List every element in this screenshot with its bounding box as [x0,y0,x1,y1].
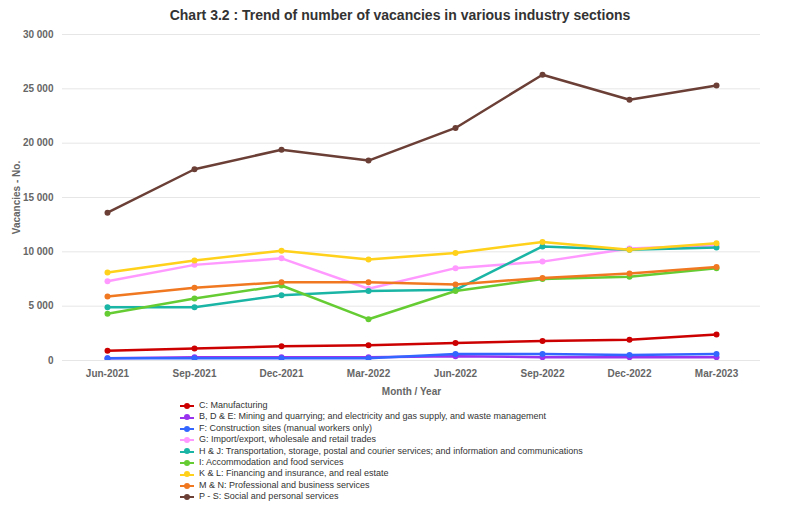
svg-text:5 000: 5 000 [28,300,53,311]
html-text:P - S: Social and personal ser: P - S: Social and personal services [199,491,339,502]
html-text:C: Manufacturing: C: Manufacturing [199,400,268,410]
svg-text:0: 0 [48,355,54,366]
svg-text:Jun-2021: Jun-2021 [86,368,130,379]
svg-text:30 000: 30 000 [23,29,54,40]
svg-text:Dec-2022: Dec-2022 [608,368,652,379]
html-text:M & N: Professional and busine: M & N: Professional and business service… [199,479,370,490]
svg-text:Vacancies - No.: Vacancies - No. [11,161,22,235]
svg-text:10 000: 10 000 [23,246,54,257]
html-text:I: Accommodation and food serv: I: Accommodation and food services [199,457,344,467]
svg-text:Sep-2022: Sep-2022 [521,368,565,379]
svg-text:Month / Year: Month / Year [382,386,441,397]
html-text:G: Import/export, wholesale an: G: Import/export, wholesale and retail t… [199,434,377,445]
svg-text:20 000: 20 000 [23,137,54,148]
svg-text:Jun-2022: Jun-2022 [434,368,478,379]
html-text:K & L: Financing and insurance: K & L: Financing and insurance, and real… [199,468,389,479]
svg-text:15 000: 15 000 [23,192,54,203]
svg-text:Sep-2021: Sep-2021 [173,368,217,379]
html-text:F: Construction sites (manual: F: Construction sites (manual workers on… [199,422,373,433]
svg-text:Mar-2022: Mar-2022 [347,368,391,379]
svg-text:Mar-2023: Mar-2023 [695,368,739,379]
svg-text:Dec-2021: Dec-2021 [260,368,304,379]
html-text:B, D & E: Mining and quarrying: B, D & E: Mining and quarrying; and elec… [199,411,546,422]
svg-text:25 000: 25 000 [23,83,54,94]
html-text:Chart 3.2 : Trend of number of: Chart 3.2 : Trend of number of vacancies… [169,7,631,23]
html-text:H & J: Transportation, storage: H & J: Transportation, storage, postal a… [199,445,583,456]
